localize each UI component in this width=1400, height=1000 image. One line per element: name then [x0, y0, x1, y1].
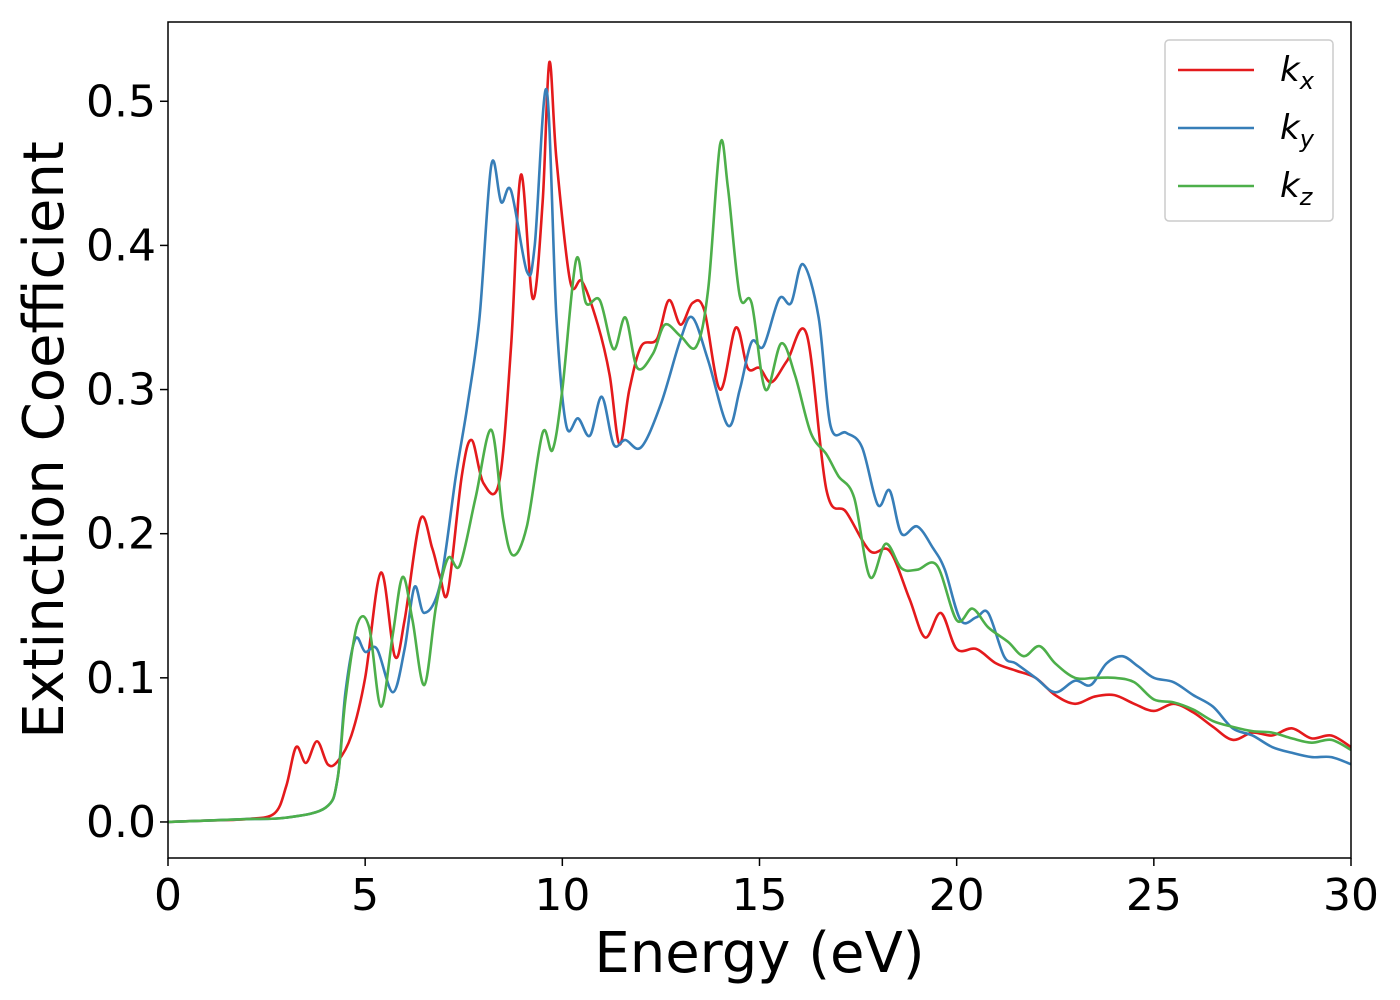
legend-label-ky: ky [1280, 108, 1315, 153]
series-line-kx [168, 60, 1351, 824]
x-axis: 0 5 10 15 20 25 30 [154, 858, 1379, 921]
legend-box [1164, 39, 1334, 222]
series-line-ky [168, 88, 1351, 824]
y-tick-label: 0.2 [86, 509, 156, 560]
series-line-kz [168, 138, 1351, 824]
y-axis: 0.0 0.1 0.2 0.3 0.4 0.5 [86, 76, 168, 848]
x-tick-label: 30 [1323, 870, 1379, 921]
legend-label-kx: kx [1280, 50, 1315, 95]
legend-label-kz: kz [1280, 166, 1314, 211]
y-tick-label: 0.5 [86, 76, 156, 127]
legend: kx ky kz [1164, 39, 1334, 222]
x-tick-label: 25 [1126, 870, 1182, 921]
x-tick-label: 15 [732, 870, 788, 921]
series-layer [168, 60, 1351, 824]
x-tick-label: 0 [154, 870, 182, 921]
y-axis-label: Extinction Coefficient [12, 141, 77, 739]
y-tick-label: 0.3 [86, 365, 156, 416]
x-tick-label: 10 [534, 870, 590, 921]
x-tick-label: 20 [929, 870, 985, 921]
y-tick-label: 0.4 [86, 220, 156, 271]
y-tick-label: 0.1 [86, 653, 156, 704]
x-axis-label: Energy (eV) [594, 921, 924, 986]
x-tick-label: 5 [351, 870, 379, 921]
y-tick-label: 0.0 [86, 797, 156, 848]
